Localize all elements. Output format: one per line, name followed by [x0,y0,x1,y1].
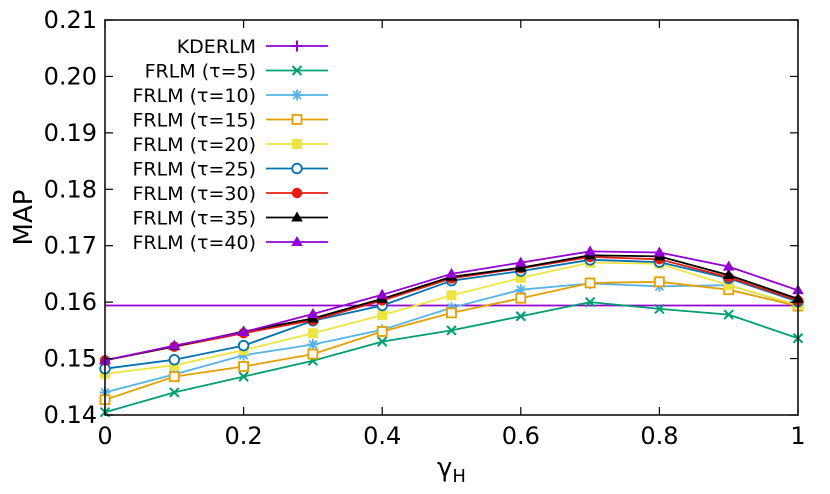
legend-label: FRLM (τ=5) [145,61,256,83]
legend-entry: FRLM (τ=15) [132,110,328,132]
legend-entry: FRLM (τ=40) [132,232,328,254]
legend-label: FRLM (τ=25) [132,159,256,181]
data-point [237,326,250,337]
data-point [515,292,527,304]
y-tick-label: 0.18 [44,175,97,203]
data-point [445,267,458,278]
legend-entry: FRLM (τ=10) [132,85,328,107]
x-tick-label: 0.8 [640,422,678,450]
data-point [584,296,596,308]
legend-entry: FRLM (τ=5) [145,61,328,83]
data-point [238,349,250,361]
data-point [168,371,180,383]
x-axis-label-subscript: H [452,466,466,487]
legend-marker [291,89,303,101]
data-point [376,326,388,337]
legend-label: FRLM (τ=20) [132,134,256,156]
data-point [169,387,180,398]
data-point [654,276,665,288]
legend-marker [291,114,303,125]
ticks: 0.14 0.15 0.16 0.17 0.18 0.19 0.20 0.21 0 0.2 0.4 0… [44,6,806,450]
y-tick-label: 0.19 [44,119,97,147]
y-tick-label: 0.17 [44,232,97,260]
series-frlm-40 [99,245,804,365]
axes [104,19,799,416]
legend-label: KDERLM [177,36,256,58]
data-point [515,272,526,283]
data-point [168,339,181,350]
legend-entry: FRLM (τ=35) [132,208,328,230]
data-point [307,338,319,350]
x-tick-label: 0.4 [363,422,401,450]
data-point [584,245,596,256]
data-point [307,307,319,318]
y-tick-label: 0.15 [44,345,97,373]
plot-frame [104,19,799,416]
data-point [515,261,527,272]
y-tick-label: 0.21 [44,6,97,34]
x-tick-label: 0 [97,422,112,450]
data-point [722,269,735,280]
data-point [377,310,388,321]
legend-label: FRLM (τ=15) [132,110,256,132]
data-point [376,288,388,299]
x-tick-label: 0.6 [502,422,540,450]
legend-entry: FRLM (τ=25) [132,159,328,181]
legend-label: FRLM (τ=10) [132,85,256,107]
data-point [307,348,319,360]
data-point [446,307,457,319]
legend-marker [291,211,303,222]
legend-marker [292,139,302,149]
data-point [515,256,527,267]
data-point [168,354,181,366]
data-point [653,246,666,257]
data-point [722,260,735,271]
legend-label: FRLM (τ=40) [132,232,256,254]
data-point [515,311,527,322]
x-axis-label: γH [437,453,466,487]
legend-marker [291,236,303,246]
legend-label: FRLM (τ=35) [132,208,256,230]
data-point [515,284,527,296]
legend-marker [291,187,303,199]
legend-entry: FRLM (τ=20) [132,134,328,156]
legend-marker [291,40,303,52]
legend-marker [291,65,303,76]
series-layer [99,245,804,418]
data-point [307,328,318,339]
legend-label: FRLM (τ=30) [132,183,256,205]
data-point [723,280,734,291]
x-tick-label: 1 [790,422,805,450]
data-point [446,290,457,301]
data-point [376,336,388,347]
data-point [238,371,249,382]
x-axis-label-symbol: γ [437,453,452,483]
data-point [446,325,457,336]
data-point [723,309,734,320]
y-tick-label: 0.14 [44,401,97,429]
legend-entry: FRLM (τ=30) [132,183,328,205]
x-tick-label: 0.2 [225,422,263,450]
data-point [237,339,250,352]
y-tick-label: 0.16 [44,288,97,316]
legend-marker [291,162,303,175]
y-axis-label: MAP [9,190,39,246]
legend-entry: KDERLM [177,36,328,58]
data-point [238,361,250,372]
data-point [654,303,665,315]
y-tick-label: 0.20 [44,62,97,90]
data-point [584,277,596,289]
